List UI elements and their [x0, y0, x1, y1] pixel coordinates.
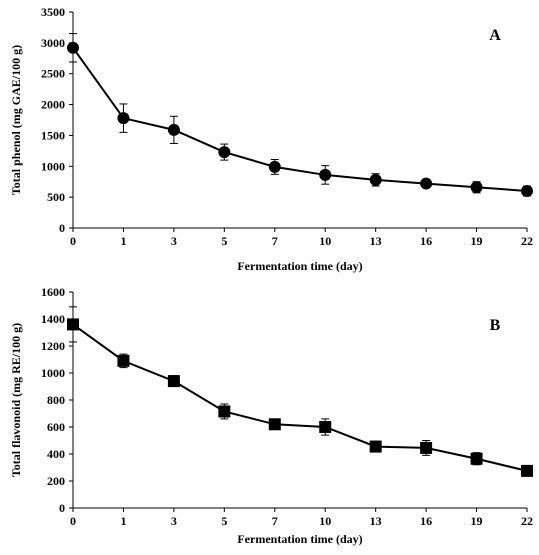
x-tick-label: 19 — [471, 514, 483, 528]
x-tick-label: 13 — [370, 514, 382, 528]
data-point — [521, 184, 533, 197]
y-tick-label: 3500 — [41, 5, 65, 19]
x-axis-title: Fermentation time (day) — [237, 532, 362, 546]
data-point — [117, 354, 130, 367]
series-line — [72, 323, 528, 472]
y-tick-label: 1600 — [41, 285, 65, 299]
y-tick-label: 1500 — [41, 128, 65, 142]
x-tick-label: 5 — [221, 234, 227, 248]
data-point — [117, 112, 130, 125]
data-point — [319, 168, 332, 181]
x-tick-label: 22 — [521, 514, 533, 528]
y-tick-label: 1400 — [41, 312, 65, 326]
x-tick-label: 1 — [120, 234, 126, 248]
y-tick-label: 1000 — [41, 366, 65, 380]
y-tick-label: 0 — [59, 221, 65, 235]
data-point — [268, 160, 281, 173]
data-point — [521, 464, 533, 477]
data-point — [369, 173, 382, 186]
x-tick-label: 3 — [171, 514, 177, 528]
y-tick-label: 500 — [47, 190, 65, 204]
data-point — [167, 123, 180, 136]
y-tick-label: 1200 — [41, 339, 65, 353]
data-point — [67, 41, 79, 54]
y-axis-title: Total phenol (mg GAE/100 g) — [9, 45, 23, 195]
data-point — [470, 181, 483, 194]
data-point — [420, 441, 433, 454]
x-tick-label: 10 — [319, 234, 331, 248]
panel-label: B — [490, 317, 501, 334]
x-tick-label: 1 — [120, 514, 126, 528]
y-tick-label: 0 — [59, 501, 65, 515]
x-tick-label: 0 — [70, 234, 76, 248]
data-point — [420, 177, 433, 190]
x-tick-label: 0 — [70, 514, 76, 528]
data-point — [268, 418, 281, 431]
data-point — [470, 452, 483, 465]
y-tick-label: 2000 — [41, 98, 65, 112]
x-tick-label: 7 — [272, 514, 278, 528]
data-point — [67, 318, 79, 331]
y-tick-label: 600 — [47, 420, 65, 434]
x-tick-label: 16 — [420, 234, 432, 248]
data-point — [369, 440, 382, 453]
series-line — [72, 47, 528, 192]
data-point — [218, 146, 231, 159]
x-tick-label: 22 — [521, 234, 533, 248]
x-tick-label: 13 — [370, 234, 382, 248]
data-point — [218, 405, 231, 418]
data-point — [319, 421, 332, 433]
x-tick-label: 16 — [420, 514, 432, 528]
y-axis-title: Total flavonoid (mg RE/100 g) — [9, 323, 23, 477]
panel-label: A — [489, 27, 501, 44]
x-tick-label: 3 — [171, 234, 177, 248]
data-point — [167, 375, 180, 388]
x-tick-label: 10 — [319, 514, 331, 528]
x-tick-label: 7 — [272, 234, 278, 248]
y-tick-label: 3000 — [41, 36, 65, 50]
x-axis-title: Fermentation time (day) — [237, 259, 362, 273]
y-tick-label: 400 — [47, 447, 65, 461]
y-tick-label: 1000 — [41, 159, 65, 173]
x-tick-label: 19 — [471, 234, 483, 248]
x-tick-label: 5 — [221, 514, 227, 528]
y-tick-label: 800 — [47, 393, 65, 407]
y-tick-label: 200 — [47, 474, 65, 488]
y-tick-label: 2500 — [41, 67, 65, 81]
